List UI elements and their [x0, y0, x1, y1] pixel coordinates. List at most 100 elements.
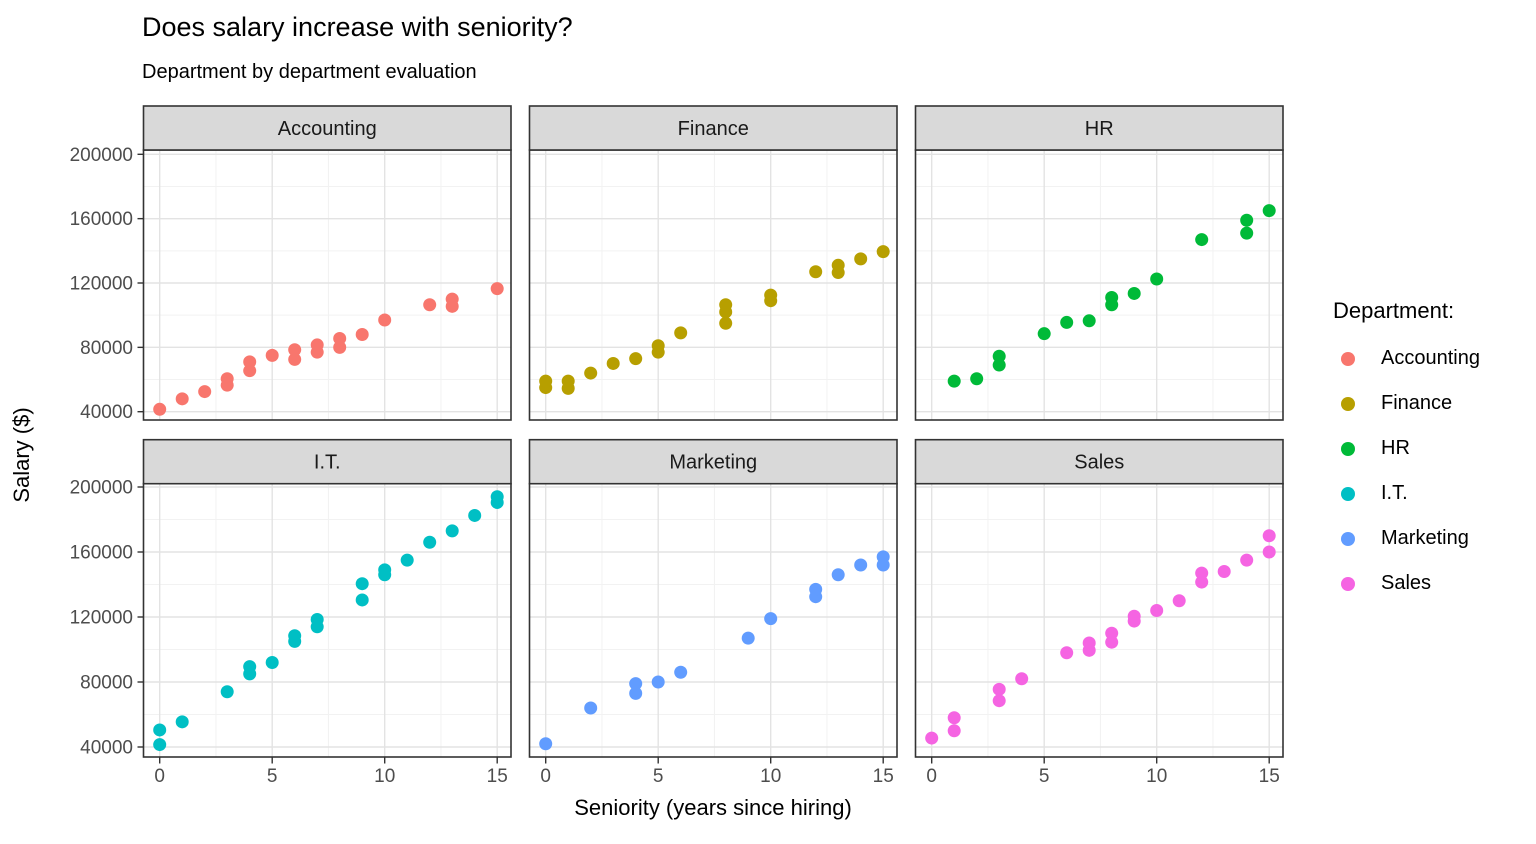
- facet-strip-label: Marketing: [669, 452, 757, 474]
- data-point: [561, 374, 575, 388]
- legend-item-label: HR: [1381, 437, 1410, 459]
- data-point: [1105, 290, 1119, 304]
- data-point: [674, 665, 688, 679]
- data-point: [809, 582, 823, 596]
- data-point: [400, 553, 414, 567]
- x-axis-title: Seniority (years since hiring): [574, 795, 852, 820]
- data-point: [970, 372, 984, 386]
- data-point: [468, 508, 482, 522]
- data-point: [764, 288, 778, 302]
- data-point: [1127, 286, 1141, 300]
- data-point: [175, 715, 189, 729]
- x-axis-tick-label: 0: [154, 766, 165, 787]
- data-point: [651, 339, 665, 353]
- data-point: [1195, 575, 1209, 589]
- data-point: [854, 558, 868, 572]
- y-axis-tick-label: 200000: [70, 145, 133, 166]
- facet-strip-label: I.T.: [314, 452, 341, 474]
- y-axis-tick-label: 40000: [80, 402, 133, 423]
- legend-swatch: [1341, 351, 1355, 366]
- plot-subtitle: Department by department evaluation: [142, 61, 477, 83]
- data-point: [1195, 233, 1209, 247]
- data-point: [947, 724, 961, 738]
- data-point: [741, 631, 755, 645]
- data-point: [1172, 594, 1186, 608]
- data-point: [1195, 566, 1209, 580]
- x-axis-tick-label: 5: [267, 766, 278, 787]
- panel-background: [915, 483, 1283, 757]
- legend-item: Sales: [1333, 561, 1480, 606]
- data-point: [1082, 314, 1096, 328]
- x-axis-tick-label: 5: [653, 766, 664, 787]
- x-axis-tick-label: 10: [760, 766, 781, 787]
- data-point: [445, 524, 459, 538]
- x-axis-tick-label: 0: [926, 766, 937, 787]
- facet-strip-label: Sales: [1074, 452, 1124, 474]
- panel-background: [143, 150, 511, 420]
- legend-item: Accounting: [1333, 336, 1480, 381]
- data-point: [809, 265, 823, 279]
- data-point: [674, 326, 688, 340]
- facet-strip: [914, 105, 1284, 151]
- facet-strip: [528, 105, 898, 151]
- legend-item: HR: [1333, 426, 1480, 471]
- data-point: [153, 402, 167, 416]
- legend-item-label: Sales: [1381, 572, 1432, 594]
- y-axis-tick-label: 160000: [70, 209, 133, 230]
- y-axis-title: Salary ($): [9, 407, 34, 503]
- data-point: [584, 366, 598, 380]
- data-point: [423, 535, 437, 549]
- data-point: [243, 660, 257, 674]
- plot-title: Does salary increase with seniority?: [142, 12, 573, 42]
- legend-items: Accounting Finance HR I.T. Marketing Sales: [1333, 336, 1480, 606]
- x-axis-tick-label: 0: [540, 766, 551, 787]
- legend-item-label: Marketing: [1381, 527, 1469, 549]
- x-axis-tick-label: 15: [487, 766, 508, 787]
- facet-panel-sales: Sales 0 5 10 15: [914, 438, 1284, 787]
- facet-strip-label: Accounting: [278, 118, 377, 140]
- data-point: [423, 298, 437, 312]
- data-point: [1060, 315, 1074, 329]
- data-point: [1105, 635, 1119, 649]
- data-point: [539, 737, 553, 751]
- data-point: [490, 490, 504, 504]
- legend-item-label: Accounting: [1381, 347, 1480, 369]
- data-point: [1262, 529, 1276, 543]
- legend-swatch: [1341, 486, 1355, 501]
- data-point: [584, 701, 598, 715]
- data-point: [265, 656, 279, 669]
- data-point: [333, 332, 347, 346]
- panel-background: [529, 483, 897, 757]
- data-point: [992, 349, 1006, 363]
- y-axis-tick-label: 200000: [70, 478, 133, 499]
- y-axis-tick-label: 120000: [70, 274, 133, 295]
- data-point: [629, 686, 643, 700]
- data-point: [629, 352, 643, 366]
- facet-panel-finance: Finance: [528, 105, 898, 421]
- legend-item-label: I.T.: [1381, 482, 1408, 504]
- legend-title: Department:: [1333, 298, 1455, 323]
- data-point: [947, 711, 961, 725]
- legend-item: Finance: [1333, 381, 1480, 426]
- y-axis-tick-label: 80000: [80, 673, 133, 694]
- y-axis-tick-label: 120000: [70, 608, 133, 629]
- data-point: [355, 327, 369, 341]
- data-point: [831, 568, 845, 582]
- data-point: [1262, 545, 1276, 559]
- facet-strip-label: HR: [1085, 118, 1114, 140]
- data-point: [288, 629, 302, 643]
- legend-item: I.T.: [1333, 471, 1480, 516]
- data-point: [1150, 604, 1164, 617]
- data-point: [992, 694, 1006, 708]
- facet-strip-label: Finance: [678, 118, 749, 140]
- data-point: [1217, 565, 1231, 578]
- data-point: [831, 258, 845, 272]
- y-axis-tick-label: 160000: [70, 543, 133, 564]
- data-point: [153, 723, 167, 737]
- data-point: [175, 392, 189, 406]
- data-point: [355, 577, 369, 591]
- legend-item-label: Finance: [1381, 392, 1453, 414]
- data-point: [1060, 646, 1074, 660]
- data-point: [490, 282, 504, 296]
